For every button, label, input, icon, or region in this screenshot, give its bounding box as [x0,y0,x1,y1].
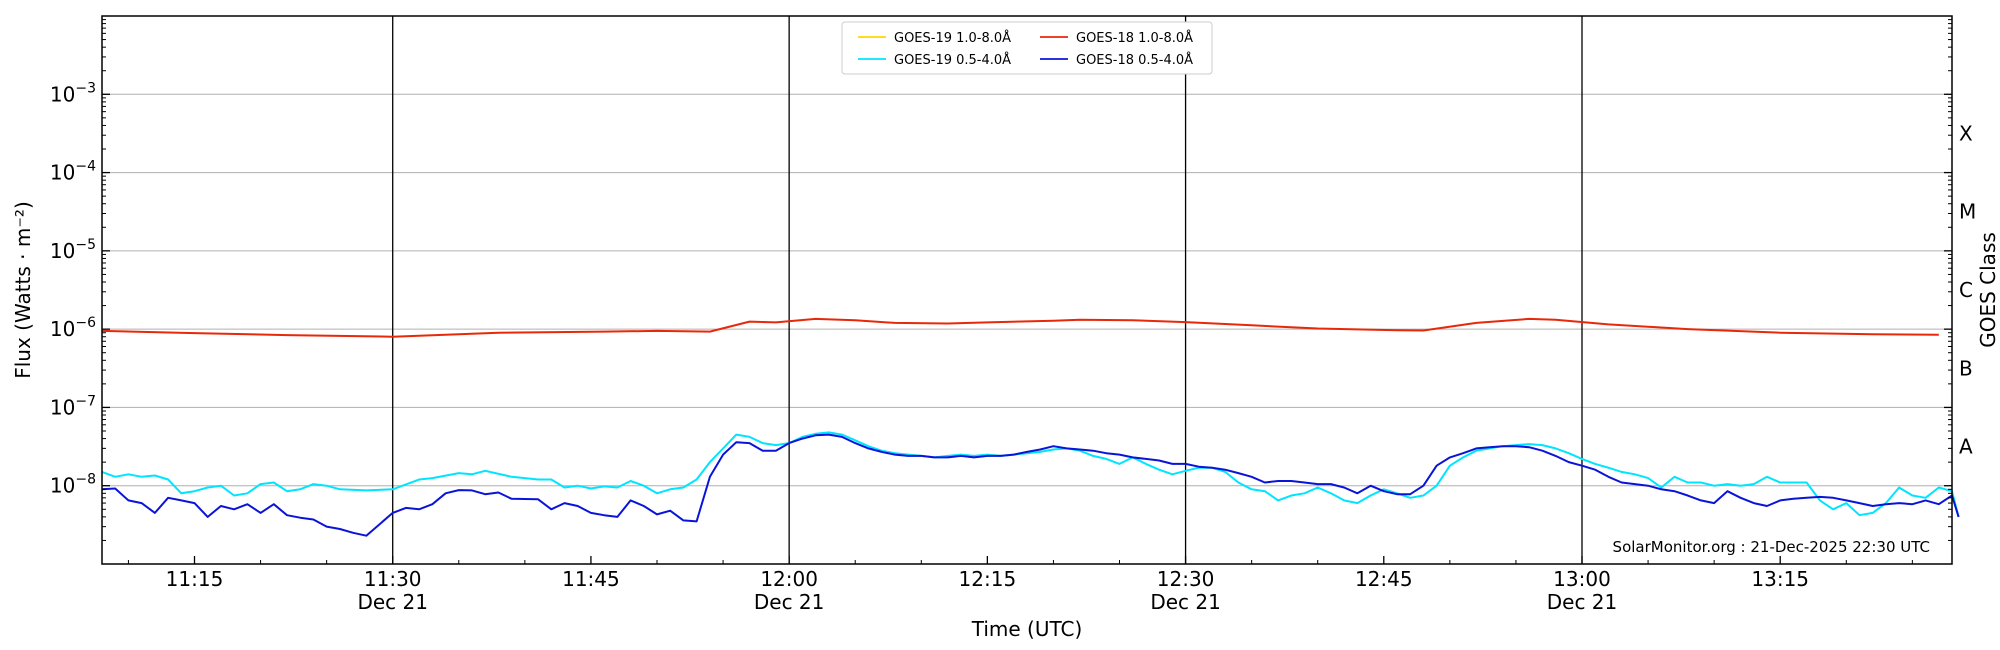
x-axis-label: Time (UTC) [971,617,1083,641]
x-tick-date-label: Dec 21 [754,590,825,614]
series-line-goes-18-0-5-4-0 [101,433,1960,537]
x-tick-label: 13:15 [1751,567,1809,591]
time-markers [392,16,1583,564]
legend-entry-label: GOES-18 0.5-4.0Å [1076,52,1193,68]
series-lines [101,317,1960,537]
goes-class-label: X [1959,121,1973,145]
y-tick-label: 10−3 [50,80,96,106]
legend-entry-label: GOES-19 1.0-8.0Å [894,30,1011,46]
series-line-goes-18-1-0-8-0 [101,317,1939,338]
x-tick-label: 12:00 [760,567,818,591]
grid-lines [102,93,1952,487]
x-tick-label: 12:30 [1157,567,1215,591]
right-axis-label: GOES Class [1976,232,2000,348]
y-axis-label: Flux (Watts · m⁻²) [11,201,35,379]
goes-class-label: C [1959,278,1973,302]
x-tick-date-label: Dec 21 [1547,590,1618,614]
series-line-goes-19-0-5-4-0 [101,431,1960,518]
x-tick-label: 12:15 [959,567,1017,591]
y-tick-label: 10−6 [50,315,96,341]
goes-class-label: A [1959,435,1973,459]
x-tick-label: 11:30 [364,567,422,591]
y-tick-label: 10−5 [50,237,96,263]
x-tick-date-label: Dec 21 [357,590,428,614]
x-tick-label: 11:45 [562,567,620,591]
legend-entry-label: GOES-19 0.5-4.0Å [894,52,1011,68]
goes-class-label: M [1959,200,1976,224]
plot-frame [101,15,1953,565]
x-tick-date-label: Dec 21 [1150,590,1221,614]
legend: GOES-19 1.0-8.0Å GOES-19 0.5-4.0Å GOES-18 … [841,21,1213,75]
x-tick-label: 13:00 [1553,567,1611,591]
legend-entry-label: GOES-18 1.0-8.0Å [1076,30,1193,46]
x-tick-label: 12:45 [1355,567,1413,591]
y-tick-label: 10−8 [50,472,96,498]
axis-ticks [102,19,1952,564]
x-tick-label: 11:15 [166,567,224,591]
y-tick-label: 10−7 [50,393,96,419]
goes-class-label: B [1959,356,1973,380]
watermark: SolarMonitor.org : 21-Dec-2025 22:30 UTC [1613,538,1930,556]
legend-box [841,21,1213,75]
y-tick-label: 10−4 [50,159,96,185]
